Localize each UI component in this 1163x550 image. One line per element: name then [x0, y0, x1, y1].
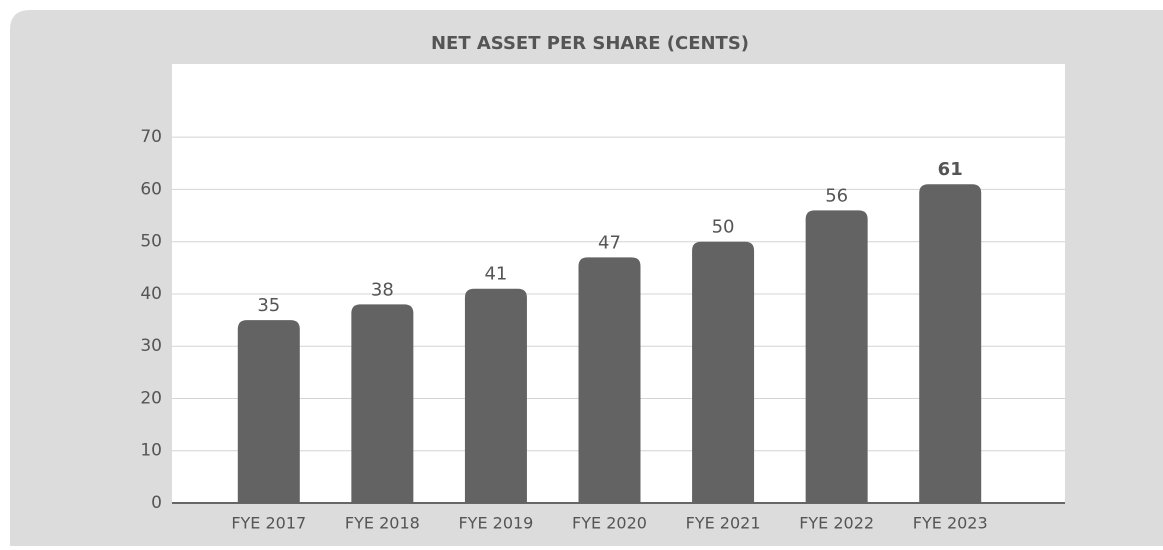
y-tick-label: 70: [140, 127, 162, 147]
x-tick-label: FYE 2023: [913, 514, 988, 533]
y-tick-label: 30: [140, 336, 162, 356]
y-tick-label: 10: [140, 441, 162, 461]
y-tick-label: 50: [140, 232, 162, 252]
data-label: 56: [825, 185, 848, 206]
bar: [919, 184, 982, 503]
bar: [578, 257, 641, 503]
bar: [805, 210, 868, 504]
bar: [692, 241, 755, 503]
y-tick-label: 60: [140, 179, 162, 199]
data-label: 41: [484, 264, 507, 285]
y-tick-label: 0: [151, 493, 162, 513]
data-label: 61: [938, 159, 963, 180]
bar: [351, 304, 414, 503]
y-tick-label: 20: [140, 388, 162, 408]
bar: [464, 288, 527, 503]
bar: [237, 320, 300, 503]
x-tick-label: FYE 2020: [572, 514, 647, 533]
data-label: 47: [598, 232, 621, 253]
data-label: 50: [712, 217, 735, 238]
data-label: 35: [257, 295, 280, 316]
x-tick-label: FYE 2022: [799, 514, 874, 533]
y-tick-label: 40: [140, 284, 162, 304]
chart-title: NET ASSET PER SHARE (CENTS): [431, 33, 749, 54]
data-label: 38: [371, 279, 394, 300]
x-tick-label: FYE 2021: [686, 514, 761, 533]
x-tick-label: FYE 2019: [458, 514, 533, 533]
x-tick-label: FYE 2018: [345, 514, 420, 533]
x-tick-label: FYE 2017: [231, 514, 306, 533]
